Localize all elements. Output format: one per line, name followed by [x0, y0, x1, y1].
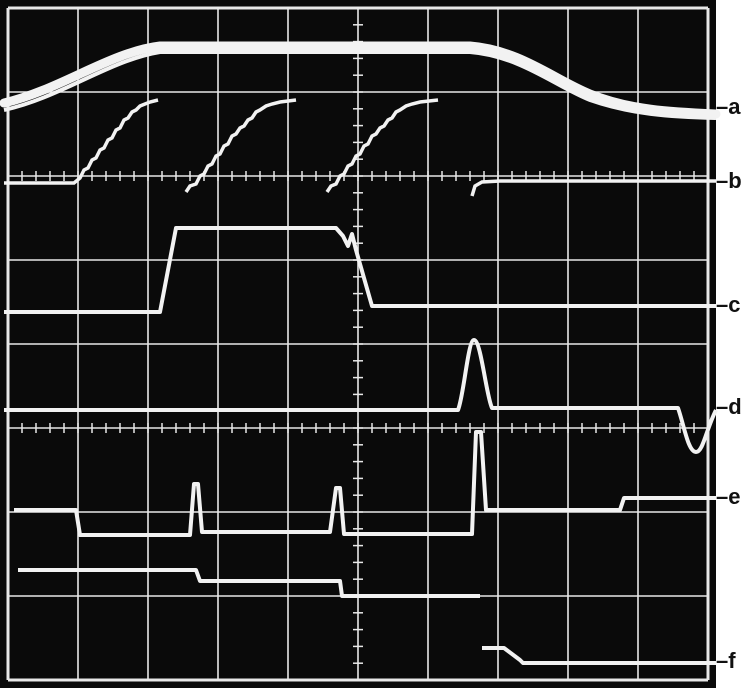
trace-a [0, 41, 721, 119]
trace-c [4, 226, 716, 314]
label-e: e [728, 484, 741, 509]
trace-e [14, 430, 716, 537]
label-e-line: – [716, 484, 729, 509]
label-b-text: –b [716, 170, 742, 192]
trace-d [4, 338, 718, 454]
label-d: d [728, 394, 742, 419]
trace-b [4, 98, 716, 197]
trace-a-lower-edge [3, 50, 717, 120]
label-e-text: –e [716, 486, 741, 508]
label-f-text: –f [716, 650, 736, 672]
label-d-text: –d [716, 396, 742, 418]
label-c-text: –c [716, 294, 741, 316]
label-d-line: – [716, 394, 729, 419]
trace-f [18, 568, 716, 665]
label-a: a [728, 94, 741, 119]
label-b-line: – [716, 168, 729, 193]
label-b: b [728, 168, 742, 193]
label-c: c [728, 292, 741, 317]
label-f-line: – [716, 648, 729, 673]
label-c-line: – [716, 292, 729, 317]
label-a-line: – [716, 94, 729, 119]
graticule-minor-ticks [7, 7, 709, 681]
label-a-text: –a [716, 96, 741, 118]
label-f: f [728, 648, 736, 673]
